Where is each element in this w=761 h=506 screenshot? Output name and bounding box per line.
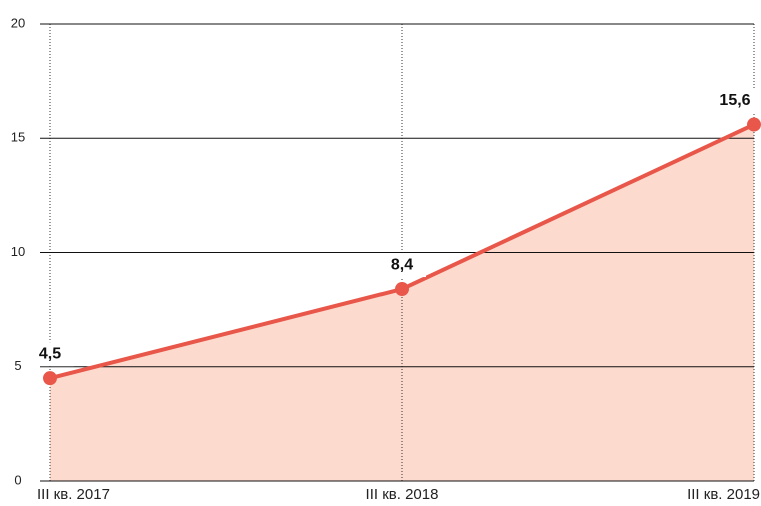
value-label: 8,4 — [391, 256, 413, 273]
label-bg — [26, 342, 74, 367]
y-tick-label: 0 — [14, 472, 21, 487]
value-label: 15,6 — [719, 92, 750, 109]
label-bg — [711, 88, 759, 113]
x-tick-label: III кв. 2018 — [366, 486, 439, 503]
point — [395, 282, 409, 297]
point — [747, 117, 761, 132]
x-tick-label: III кв. 2019 — [687, 486, 760, 503]
value-label: 4,5 — [39, 345, 61, 362]
y-tick-label: 5 — [14, 358, 21, 373]
label-bg — [378, 253, 426, 278]
point — [43, 371, 57, 386]
y-tick-label: 10 — [11, 244, 25, 259]
x-tick-label: III кв. 2017 — [37, 486, 110, 503]
y-tick-label: 15 — [11, 130, 25, 145]
area — [50, 124, 754, 481]
y-tick-label: 20 — [11, 15, 25, 30]
